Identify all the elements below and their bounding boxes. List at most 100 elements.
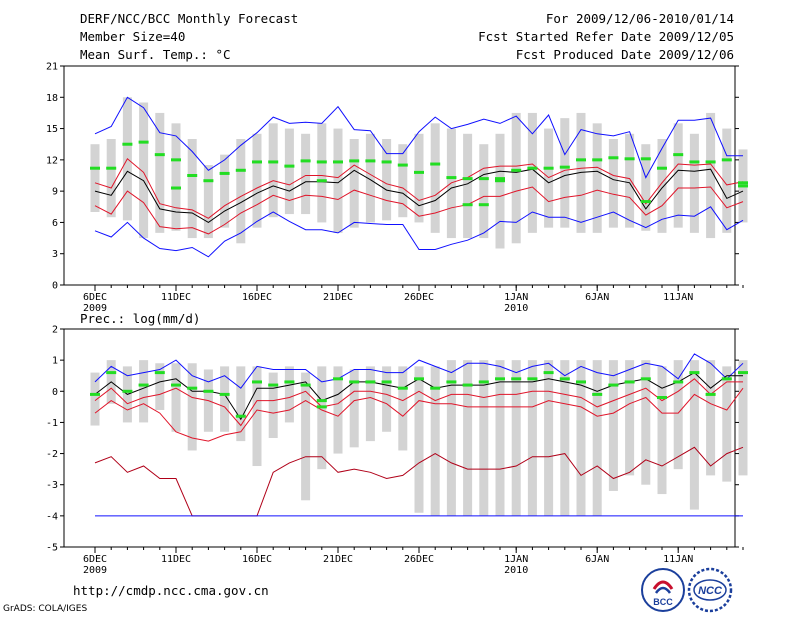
temp-box: [284, 128, 294, 215]
precip-green-bottom-marker: [316, 405, 327, 409]
precip-x-tick-label: 21DEC: [323, 554, 353, 565]
precip-box: [349, 369, 359, 448]
precip-green-top-marker: [527, 377, 538, 381]
temp-x-tick-label: 6DEC: [83, 292, 107, 303]
precip-box: [333, 366, 343, 454]
temp-green-top-marker: [414, 170, 424, 174]
precip-x-tick-label: 16DEC: [242, 554, 272, 565]
ncc-logo: NCC: [687, 567, 733, 613]
temp-green-top-marker: [171, 158, 181, 162]
precip-x-tick-label: 26DEC: [404, 554, 434, 565]
temp-box: [560, 118, 570, 228]
precip-y-tick-label: 2: [52, 325, 58, 336]
precip-plot-frame: [63, 328, 736, 548]
precip-box: [706, 360, 716, 476]
temp-box: [301, 133, 311, 215]
precip-box: [236, 366, 246, 442]
temp-x-tick-label: 11JAN: [663, 292, 693, 303]
temp-box: [641, 144, 651, 231]
temp-green-top-marker: [705, 160, 716, 164]
precip-green-top-marker: [381, 380, 392, 384]
temp-green-top-marker: [624, 157, 635, 161]
precip-x-tick-label: 6DEC: [83, 554, 107, 565]
precip-green-top-marker: [349, 380, 360, 384]
temp-box: [171, 123, 181, 231]
precip-green-top-marker: [90, 392, 100, 396]
temp-series-p25-line: [94, 186, 744, 235]
temp-box: [90, 144, 100, 212]
precip-y-tick-label: 1: [52, 356, 58, 367]
precip-green-top-marker: [106, 371, 117, 375]
temp-x-tick-label: 26DEC: [404, 292, 434, 303]
temp-y-tick-label: 18: [46, 93, 58, 104]
svg-text:NCC: NCC: [698, 585, 723, 597]
temp-box: [657, 139, 667, 233]
precip-x-tick-label: 6JAN: [585, 554, 609, 565]
precip-y-tick-label: -2: [46, 449, 58, 460]
precip-box: [398, 366, 408, 451]
precip-green-top-marker: [592, 392, 603, 396]
precip-x-tick-label: 1JAN: [504, 554, 528, 565]
temp-green-top-marker: [187, 174, 198, 177]
temp-y-tick-label: 9: [52, 187, 58, 198]
temp-box: [382, 139, 392, 221]
precip-green-top-marker: [559, 377, 570, 381]
precip-box: [155, 363, 165, 410]
temp-green-top-marker: [673, 153, 684, 157]
temp-green-top-marker: [316, 160, 327, 164]
temp-box: [414, 133, 424, 223]
temp-green-top-marker: [592, 158, 603, 162]
precip-box: [90, 372, 100, 426]
precip-box: [738, 360, 748, 476]
precip-box: [414, 366, 424, 513]
temp-box: [689, 133, 699, 233]
precip-box: [511, 360, 521, 516]
temp-green-top-marker: [689, 160, 700, 164]
precip-green-top-marker: [657, 396, 667, 400]
temp-green-top-marker: [543, 166, 554, 170]
precip-green-top-marker: [268, 383, 279, 387]
precip-green-top-marker: [122, 389, 133, 393]
temp-green-top-marker: [576, 158, 586, 162]
precip-green-top-marker: [738, 371, 748, 375]
temp-green-top-marker: [90, 166, 100, 170]
svg-text:BCC: BCC: [653, 597, 673, 607]
precip-green-top-marker: [689, 371, 700, 375]
temp-box: [527, 112, 537, 233]
precip-box: [268, 372, 278, 438]
precip-series-p25-line: [94, 387, 744, 442]
temp-box: [139, 102, 149, 239]
precip-green-top-marker: [462, 383, 473, 387]
precip-green-top-marker: [333, 377, 343, 381]
temp-box: [592, 123, 602, 233]
temp-box: [479, 144, 489, 239]
precip-box: [317, 366, 327, 470]
precip-x-tick-label: 11JAN: [663, 554, 693, 565]
precip-box: [641, 360, 651, 485]
precip-green-top-marker: [624, 380, 635, 384]
temp-box: [706, 112, 716, 239]
temp-box: [220, 154, 230, 228]
precip-green-top-marker: [446, 380, 457, 384]
temp-green-top-marker: [203, 179, 214, 183]
precip-box: [592, 360, 602, 516]
source-url[interactable]: http://cmdp.ncc.cma.gov.cn: [73, 583, 269, 598]
precip-box: [252, 366, 262, 467]
precip-series-p75-line: [94, 378, 743, 427]
temp-green-top-marker: [478, 177, 489, 181]
precip-box: [365, 366, 375, 442]
precip-green-top-marker: [705, 392, 716, 396]
forecast-produced-date: Fcst Produced Date 2009/12/06: [515, 47, 734, 62]
precip-box: [673, 360, 683, 470]
temp-green-top-marker: [738, 184, 748, 188]
temp-series-max-line: [94, 96, 743, 179]
temp-green-top-marker: [446, 176, 457, 180]
temp-box: [203, 165, 213, 239]
precip-green-top-marker: [365, 380, 376, 384]
temp-y-tick-label: 21: [46, 62, 58, 73]
forecast-period: For 2009/12/06-2010/01/14: [545, 11, 734, 26]
temp-green-top-marker: [106, 166, 117, 170]
temp-green-top-marker: [462, 177, 473, 181]
precip-box: [527, 360, 537, 516]
